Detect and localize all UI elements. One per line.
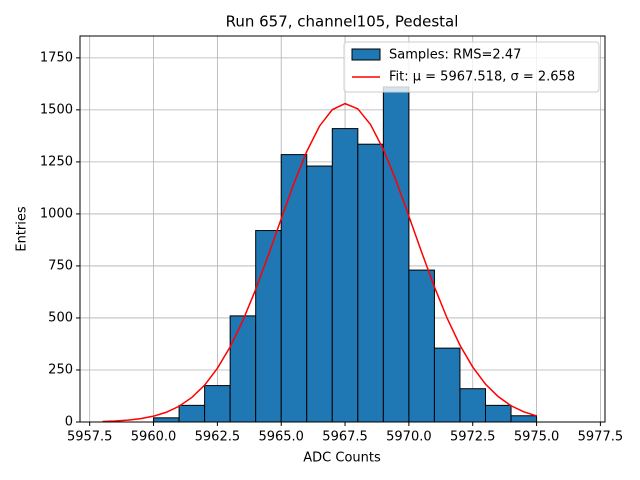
legend-label: Fit: μ = 5967.518, σ = 2.658	[389, 70, 575, 85]
legend-box	[343, 41, 600, 93]
bar	[204, 385, 231, 423]
bar	[433, 347, 461, 423]
x-tick-label: 5965.0	[258, 430, 304, 445]
y-tick-label: 500	[48, 310, 73, 325]
x-tick-label: 5975.0	[514, 430, 560, 445]
bar	[229, 315, 257, 423]
x-axis-label: ADC Counts	[303, 451, 381, 466]
y-tick-label: 1250	[40, 154, 73, 169]
bar	[484, 404, 512, 423]
y-tick-label: 0	[65, 415, 73, 430]
x-tick-label: 5972.5	[450, 430, 496, 445]
bar	[382, 86, 410, 423]
bar	[153, 417, 180, 423]
x-tick-label: 5977.5	[578, 430, 624, 445]
axes-frame	[79, 35, 606, 423]
y-tick-label: 1750	[40, 50, 73, 65]
bar	[178, 404, 206, 423]
legend-patch	[351, 48, 381, 61]
x-tick-label: 5957.5	[67, 430, 113, 445]
y-tick-label: 1500	[40, 102, 73, 117]
y-tick-label: 250	[48, 362, 73, 377]
bar	[331, 128, 359, 423]
y-tick-label: 1000	[40, 206, 73, 221]
fit-line	[102, 102, 537, 423]
bar	[255, 230, 282, 423]
bar	[306, 165, 333, 423]
y-axis-label: Entries	[15, 206, 30, 252]
legend-label: Samples: RMS=2.47	[389, 48, 521, 63]
x-tick-label: 5970.0	[386, 430, 432, 445]
bar	[280, 154, 308, 423]
x-tick-label: 5962.5	[195, 430, 241, 445]
y-tick-label: 750	[48, 258, 73, 273]
x-tick-label: 5960.0	[131, 430, 177, 445]
bar	[510, 415, 538, 423]
bar	[408, 269, 435, 423]
x-tick-label: 5967.5	[322, 430, 368, 445]
bar	[459, 388, 486, 423]
chart-title: Run 657, channel105, Pedestal	[226, 13, 459, 31]
bar	[357, 143, 384, 423]
